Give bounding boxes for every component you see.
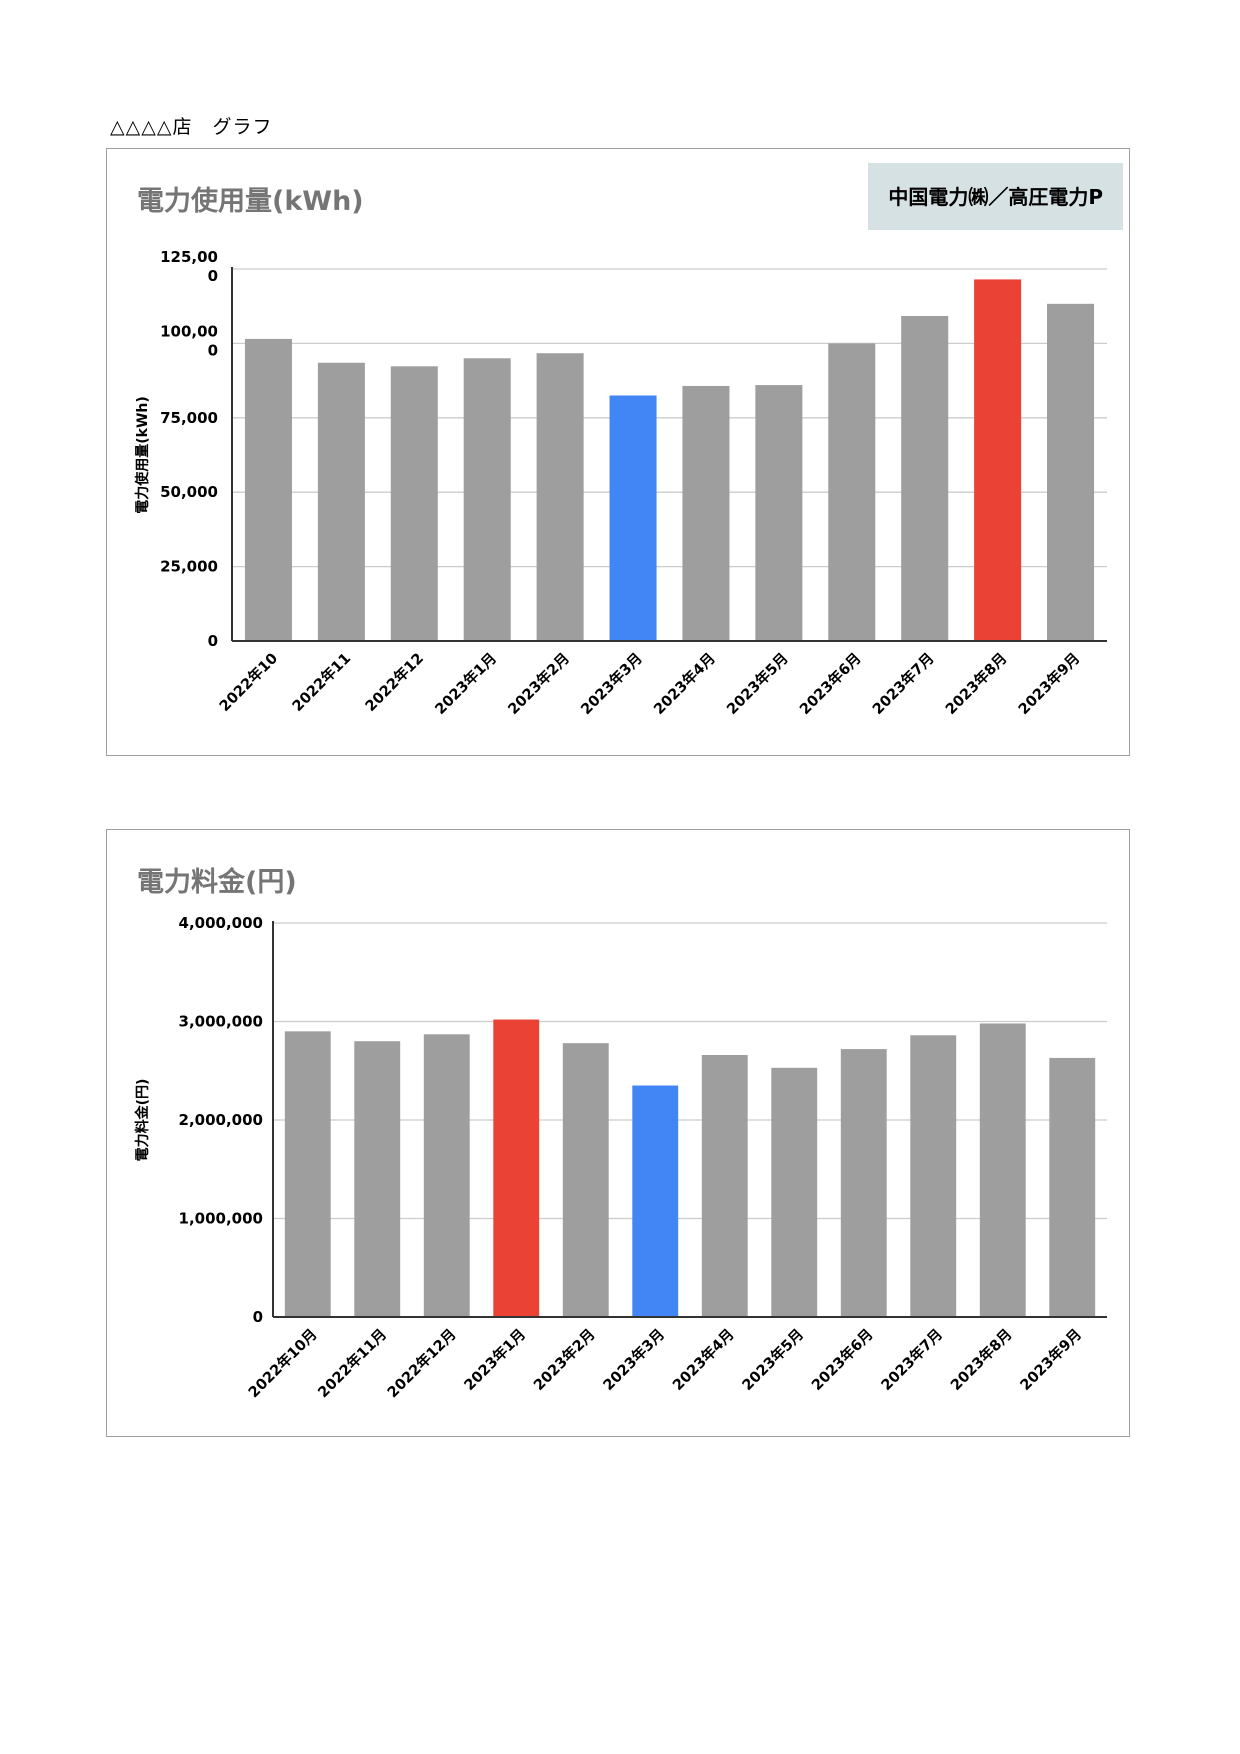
page-heading: △△△△店 グラフ (110, 116, 273, 138)
y-tick-label: 50,000 (160, 483, 218, 501)
x-category-label: 2022年12 (361, 649, 427, 715)
x-category-label: 2023年8月 (947, 1325, 1016, 1394)
y-tick-label: 3,000,000 (179, 1013, 263, 1031)
bar (632, 1085, 679, 1317)
x-category-label: 2022年10月 (245, 1325, 321, 1401)
bar (1049, 1057, 1096, 1317)
bar (609, 395, 657, 641)
x-category-label: 2023年7月 (869, 649, 938, 718)
y-tick-label: 125,00 0 (160, 248, 218, 285)
provider-badge: 中国電力㈱／高圧電力P (868, 163, 1123, 230)
bar (536, 353, 584, 641)
bar (701, 1054, 748, 1317)
x-category-label: 2023年7月 (877, 1325, 946, 1394)
cost-bar-chart: 0 1,000,000 2,000,000 3,000,000 4,000,000 202… (134, 914, 1107, 1401)
x-category-label: 2022年11月 (314, 1325, 390, 1401)
x-category-label: 2022年11 (288, 649, 354, 715)
bar (828, 343, 876, 641)
x-category-label: 2023年3月 (577, 649, 646, 718)
y-tick-label: 0 (208, 632, 218, 650)
bar (562, 1043, 609, 1317)
bar (901, 316, 949, 641)
x-category-label: 2023年6月 (796, 649, 865, 718)
bar (1047, 303, 1095, 641)
x-category-label: 2023年5月 (738, 1325, 807, 1394)
bar (910, 1035, 957, 1317)
x-category-label: 2023年4月 (669, 1325, 738, 1394)
chart-title: 電力使用量(kWh) (137, 186, 364, 217)
bar (682, 385, 730, 641)
bar (974, 279, 1022, 641)
y-tick-label: 2,000,000 (179, 1111, 263, 1129)
bar (755, 385, 803, 641)
y-tick-label: 75,000 (160, 409, 218, 427)
x-category-label: 2023年6月 (808, 1325, 877, 1394)
x-category-label: 2022年12月 (384, 1325, 460, 1401)
x-category-label: 2023年9月 (1016, 1325, 1085, 1394)
y-tick-label: 25,000 (160, 558, 218, 576)
chart-title: 電力料金(円) (137, 867, 297, 898)
bar (771, 1067, 818, 1317)
bar (463, 358, 511, 641)
y-tick-label: 4,000,000 (179, 914, 263, 932)
x-category-label: 2023年9月 (1014, 649, 1083, 718)
y-tick-label: 1,000,000 (179, 1210, 263, 1228)
usage-chart-panel: 電力使用量(kWh) 中国電力㈱／高圧電力P 0 25,000 50,000 75,0… (106, 148, 1130, 756)
y-tick-label: 100,00 0 (160, 322, 218, 359)
x-category-label: 2023年4月 (650, 649, 719, 718)
x-category-label: 2023年2月 (504, 649, 573, 718)
y-axis-title: 電力使用量(kWh) (134, 396, 151, 514)
y-tick-label: 0 (253, 1308, 263, 1326)
x-category-label: 2023年3月 (599, 1325, 668, 1394)
bar (493, 1019, 540, 1317)
x-category-label: 2023年5月 (723, 649, 792, 718)
bar (979, 1023, 1026, 1317)
bar (244, 338, 292, 641)
x-category-label: 2023年8月 (942, 649, 1011, 718)
usage-bar-chart: 0 25,000 50,000 75,000 100,00 0 125,00 0 2022年10… (134, 248, 1107, 718)
bar (354, 1041, 401, 1317)
bar (284, 1031, 331, 1317)
x-category-label: 2023年1月 (431, 649, 500, 718)
bar (423, 1034, 470, 1317)
bar (317, 362, 365, 641)
x-category-label: 2023年1月 (460, 1325, 529, 1394)
y-axis-title: 電力料金(円) (134, 1079, 151, 1162)
bar (840, 1049, 887, 1317)
bar (390, 366, 438, 641)
x-category-label: 2023年2月 (530, 1325, 599, 1394)
cost-chart-panel: 電力料金(円) 0 1,000,000 2,000,000 3,000,000 4,00… (106, 829, 1130, 1437)
x-category-label: 2022年10 (215, 649, 281, 715)
